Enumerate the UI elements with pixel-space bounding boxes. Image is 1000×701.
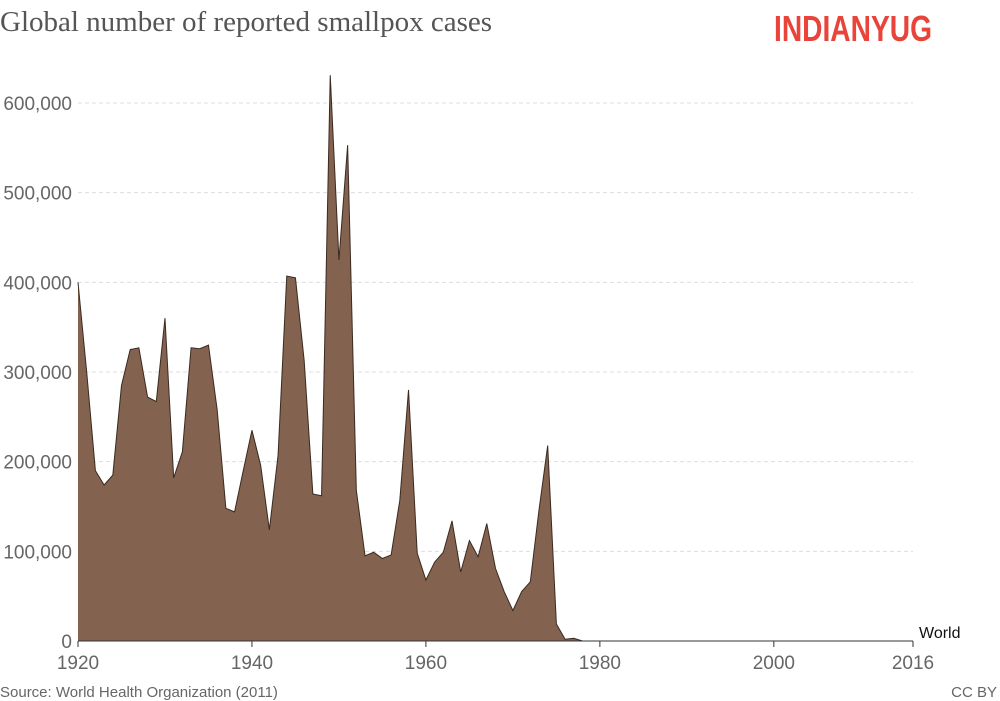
area xyxy=(78,75,913,642)
source-note: Source: World Health Organization (2011) xyxy=(0,684,278,701)
x-tick-label: 2000 xyxy=(753,653,795,674)
y-tick-label: 200,000 xyxy=(3,453,72,474)
x-tick-label: 2016 xyxy=(892,653,934,674)
y-tick-label: 400,000 xyxy=(3,273,72,294)
x-tick-label: 1940 xyxy=(231,653,273,674)
y-tick-label: 600,000 xyxy=(3,94,72,115)
x-tick-label: 1920 xyxy=(57,653,99,674)
chart-title: Global number of reported smallpox cases xyxy=(0,6,492,38)
y-tick-label: 100,000 xyxy=(3,542,72,563)
series-label: World xyxy=(919,625,961,642)
y-tick-label: 0 xyxy=(61,632,72,653)
x-tick-label: 1960 xyxy=(405,653,447,674)
y-tick-label: 300,000 xyxy=(3,363,72,384)
y-tick-label: 500,000 xyxy=(3,184,72,205)
x-tick-label: 1980 xyxy=(579,653,621,674)
license-note: CC BY xyxy=(951,684,997,701)
brand-logo: INDIANYUG xyxy=(774,8,932,49)
